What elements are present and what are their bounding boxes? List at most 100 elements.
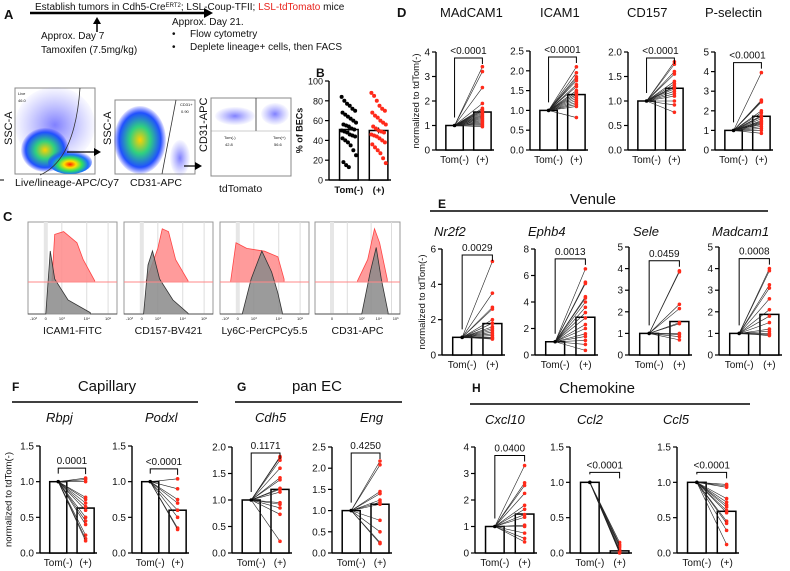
data-point [370,110,375,115]
data-point-tom-positive [490,307,495,311]
pair-line [739,322,770,334]
y-tick-label: 2.0 [608,48,622,59]
data-point-tom-positive [378,530,382,534]
x-tick-label: (+) [668,155,681,166]
pair-line [733,101,762,131]
significance-bracket [350,452,381,503]
pair-line [351,503,381,511]
bar-tom-positive [370,503,390,554]
x-axis-label: Live/lineage-APC/Cy7 [15,178,119,189]
bar-tom-negative [579,481,600,554]
data-point-tom-positive [574,104,579,109]
pair-line [646,100,675,113]
y-tick-label: 0 [318,176,323,186]
pair-line [738,309,770,334]
data-point-tom-positive [278,487,282,492]
gate-value: 46.0 [18,98,27,103]
y-tick-label: 1.5 [112,442,126,453]
y-tick-label: 2 [617,307,623,318]
data-point-tom-positive [724,500,729,504]
data-point-tom-positive [522,531,527,535]
pair-line [696,482,727,503]
data-point-tom-positive [522,503,527,508]
data-point-tom-negative [349,508,354,513]
y-axis-label: normalized to tdTom(-) [411,53,422,148]
pair-line [149,481,178,530]
y-tick-label: 2.0 [312,464,326,475]
chart-title: Eng [360,410,384,425]
data-point [345,140,350,145]
pair-line [696,482,727,524]
significance-bracket [733,62,762,123]
y-tick-label: 2 [523,324,529,335]
y-tick-label: 2.0 [212,443,226,454]
pair-line [696,482,727,513]
gate-name: Tom(+) [273,135,286,140]
histogram-marker-label: CD31-APC [332,325,384,337]
data-point-tom-positive [378,459,382,463]
pair-line [554,317,586,342]
y-axis-label: CD31-APC [198,98,210,152]
axis-tick-label: -10³ [30,316,38,321]
data-point-tom-negative [647,331,651,336]
data-point-tom-positive [583,322,588,327]
bar-tom-positive [270,488,290,554]
significance-bracket [554,258,586,334]
data-point-tom-positive [378,541,382,546]
data-point-tom-positive [83,533,88,537]
data-point-tom-positive [522,491,527,496]
axis-tick-label: 10⁵ [105,316,111,321]
data-point-tom-positive [522,463,527,468]
y-tick-label: 1 [463,522,469,533]
histogram-marker-label: ICAM1-FITC [43,325,102,337]
pair-line [554,283,586,342]
pair-line [648,308,680,334]
data-point [383,161,388,166]
data-point-tom-positive [677,306,682,311]
x-tick-label: Tom(-) [448,360,477,371]
pair-line [739,315,770,334]
y-tick-label: 100 [308,77,323,87]
data-point [381,156,386,161]
y-tick-label: 4 [463,443,469,454]
data-point [354,120,359,125]
p-value-label: <0.0001 [694,460,731,471]
y-tick-label: 0 [430,351,436,362]
zero-band [330,222,334,314]
data-point-tom-positive [278,466,282,471]
p-value-label: 0.0400 [494,444,525,455]
data-point-tom-positive [672,103,677,107]
y-tick-label: 0 [523,351,529,362]
data-point-tom-positive [583,338,588,343]
data-point-tom-positive [759,110,764,115]
gate-name: Live [18,91,26,96]
bullet-facs: Deplete lineage+ cells, then FACS [190,42,342,53]
pair-line [739,330,770,334]
arrowhead-icon [195,162,202,170]
y-tick-label: 5 [707,243,713,254]
pair-line [548,86,577,111]
axis-tick-label: 10³ [251,316,257,321]
pair-line [350,510,381,544]
axis-tick-label: -10³ [126,316,134,321]
bar-tom-negative [341,509,361,554]
data-point-tom-positive [767,307,772,312]
data-point-tom-positive [83,515,88,520]
chart-nr2f2: 0 2 4 6 Tom(-) (+) Nr2f2 normalized to tdTom(-)… [417,224,505,371]
y-tick-label: 1.0 [657,478,671,489]
x-tick-label: (+) [374,558,387,569]
y-tick-label: 4 [707,264,713,275]
bar-tom-negative [539,109,559,151]
y-tick-label: 2.5 [312,443,326,454]
y-tick-label: 2 [707,307,713,318]
chart-madcam1: 0 1 2 3 4 5 Tom(-) (+) Madcam1 0.0008 [707,224,782,371]
data-point-tom-positive [677,321,682,326]
data-point-tom-positive [583,326,588,331]
y-tick-label: 1.5 [608,72,622,83]
pair-line [548,98,577,111]
chart-title: Podxl [145,410,179,425]
pair-line [494,493,525,527]
pair-line [251,479,281,501]
pair-line [351,510,381,533]
